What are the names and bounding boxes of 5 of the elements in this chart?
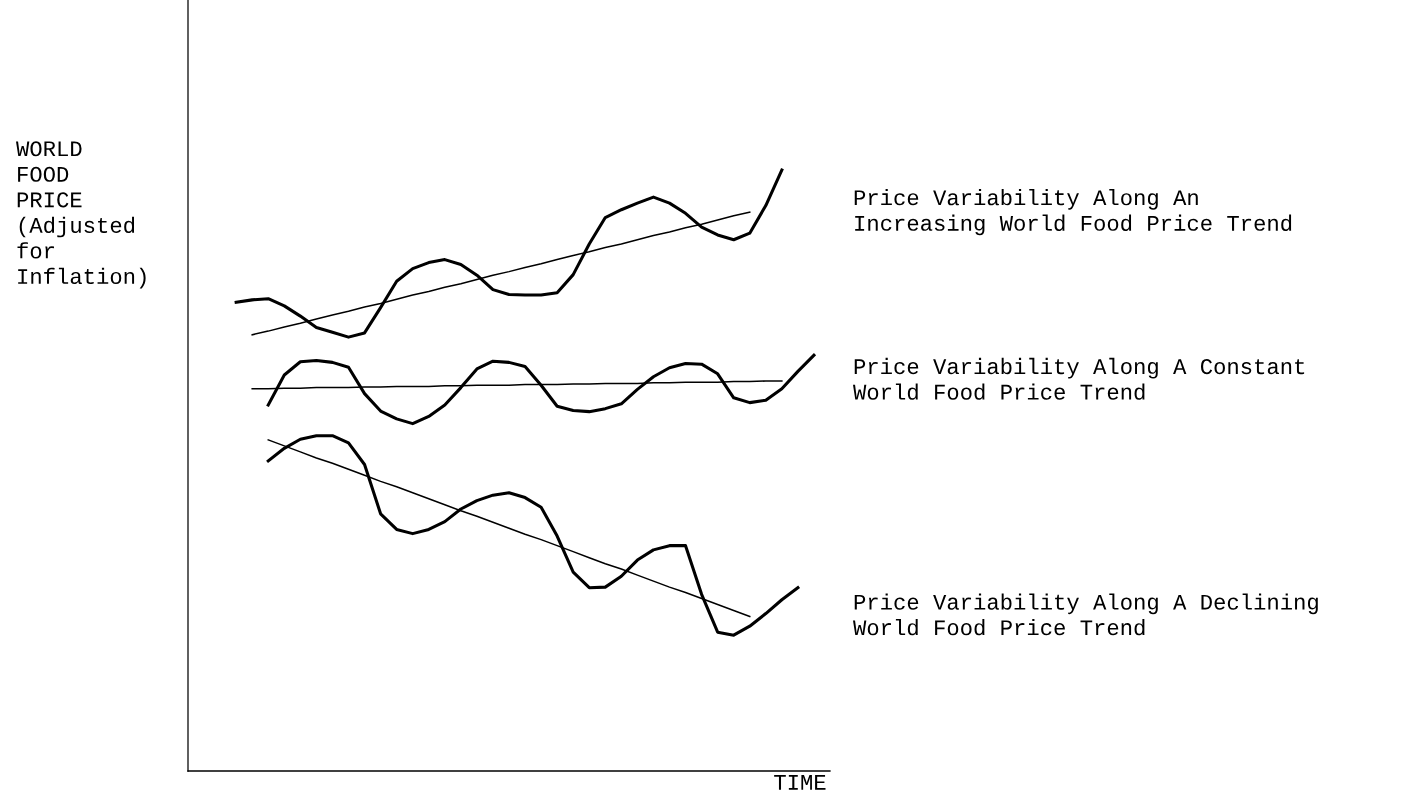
text: Price Variability Along An Increasing World Food Price Trend — [854, 189, 1292, 236]
text: Price Variability Along A Declining World Food Price Trend — [853, 593, 1318, 636]
y-axis-title: WORLD FOOD PRICE (Adjusted for Inflation) — [16, 141, 146, 289]
series-label: Price Variability Along A Constant World Food Price Trend — [853, 357, 1305, 400]
x-axis-title: TIME — [774, 775, 826, 790]
